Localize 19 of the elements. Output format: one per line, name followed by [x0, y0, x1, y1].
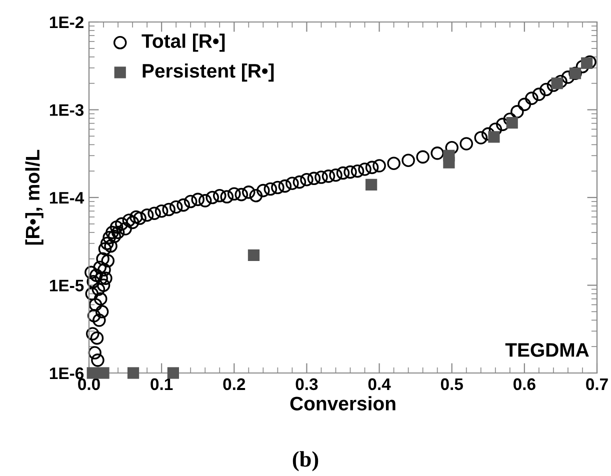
x-tick-label: 0.7	[586, 378, 608, 390]
legend-label: Persistent [R•]	[142, 63, 274, 82]
y-tick-label: 1E-4	[50, 192, 84, 204]
y-tick-label: 1E-2	[50, 16, 84, 28]
x-tick-label: 0.1	[150, 378, 173, 390]
x-tick-label: 0.4	[368, 378, 391, 390]
x-tick-label: 0.0	[78, 378, 100, 390]
legend-label: Total [R•]	[142, 34, 225, 52]
x-axis-title: Conversion	[290, 396, 396, 410]
y-tick-label: 1E-6	[50, 367, 84, 380]
y-tick-label: 1E-5	[50, 280, 84, 292]
y-axis-title: [R•], mol/L	[25, 150, 44, 245]
x-tick-label: 0.5	[440, 378, 463, 390]
y-tick-label: 1E-3	[50, 104, 84, 116]
x-tick-label: 0.2	[223, 378, 246, 390]
annotation: TEGDMA	[505, 343, 589, 357]
text: (b)	[292, 451, 318, 472]
x-tick-label: 0.3	[296, 378, 318, 390]
x-tick-label: 0.6	[514, 378, 536, 390]
